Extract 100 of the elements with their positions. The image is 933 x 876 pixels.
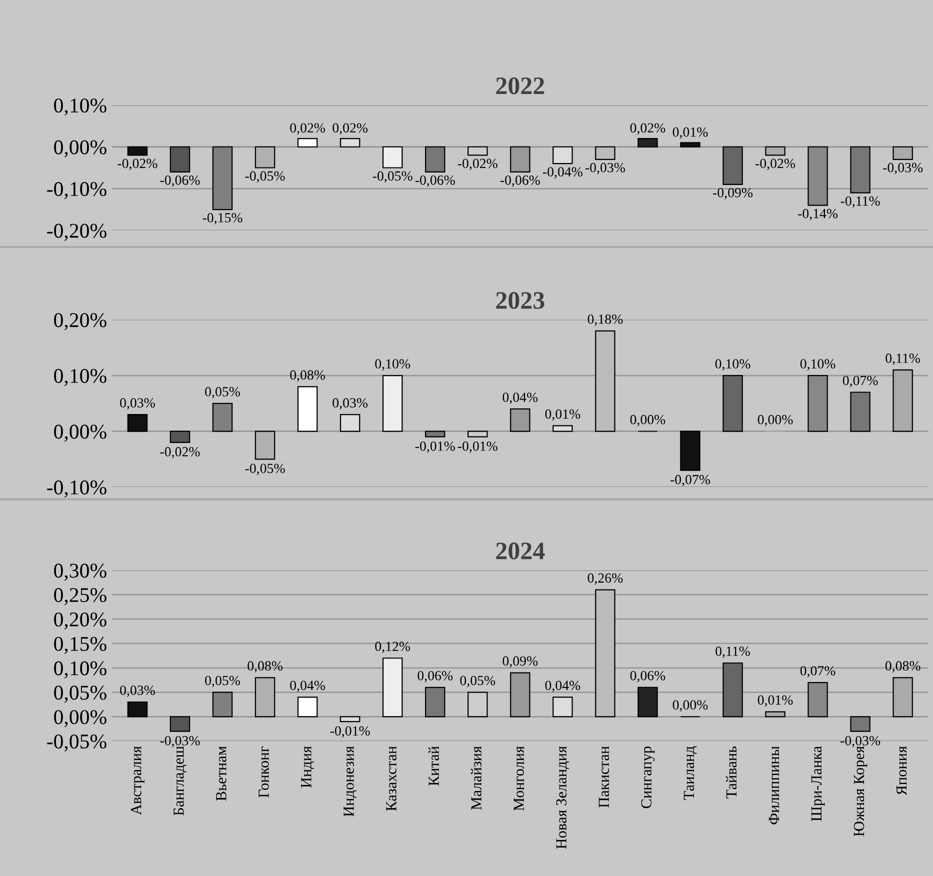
data-label: -0,01% [415, 441, 455, 453]
data-label: -0,11% [840, 196, 880, 208]
y-tick-label: -0,20% [47, 224, 106, 241]
bar [850, 146, 870, 194]
data-label: 0,01% [672, 127, 708, 139]
y-tick-label: 0,20% [54, 313, 106, 330]
bar [892, 146, 913, 160]
bar [340, 414, 360, 432]
data-label: -0,03% [840, 736, 880, 748]
bar [382, 374, 403, 432]
x-tick-label: Австралия [131, 746, 144, 815]
data-label: 0,08% [290, 370, 326, 382]
bar [765, 711, 786, 718]
data-label: -0,05% [372, 171, 412, 183]
x-tick-label: Вьетнам [216, 746, 226, 801]
data-label: -0,03% [585, 162, 625, 174]
y-tick-label: 0,00% [54, 424, 106, 442]
data-label: -0,01% [458, 441, 498, 453]
data-label: 0,00% [672, 700, 708, 712]
data-label: 0,11% [886, 354, 920, 365]
bar [638, 686, 658, 718]
data-label: 0,10% [800, 359, 836, 371]
y-tick-label: 0,20% [54, 612, 106, 630]
bar [212, 692, 233, 718]
bar [127, 701, 148, 718]
bar [254, 677, 276, 718]
bar [340, 716, 360, 722]
data-label: 0,05% [460, 676, 496, 688]
bar [722, 662, 743, 718]
data-label: 0,10% [715, 359, 750, 371]
bar [765, 146, 786, 156]
data-label: 0,08% [885, 661, 920, 673]
data-label: -0,02% [458, 158, 498, 170]
bar [850, 716, 870, 732]
bar [212, 402, 233, 432]
data-label: -0,06% [500, 175, 540, 187]
bar [424, 430, 446, 438]
chart-title: 2023 [496, 292, 544, 309]
y-tick-label: 0,10% [54, 661, 106, 678]
y-tick-label: 0,10% [54, 98, 106, 116]
x-tick-label: Гонконг [258, 746, 269, 798]
data-label: 0,04% [290, 680, 326, 692]
data-label: 0,05% [205, 676, 240, 688]
bar [297, 138, 318, 148]
data-label: 0,05% [205, 387, 240, 398]
bar [808, 682, 828, 718]
data-label: 0,12% [375, 642, 410, 654]
x-tick-label: Новая Зеландия [556, 746, 570, 849]
x-tick-label: Сингапур [641, 746, 655, 808]
bar [170, 716, 190, 732]
bar [424, 686, 446, 718]
data-label: 0,10% [375, 359, 410, 371]
data-label: 0,03% [120, 398, 155, 410]
data-label: -0,15% [202, 213, 242, 224]
bar [340, 138, 360, 148]
bar [595, 146, 616, 160]
bar [382, 146, 403, 168]
x-tick-label: Шри-Ланка [811, 746, 825, 822]
bar [808, 374, 828, 432]
bar [127, 414, 148, 432]
data-label: 0,08% [248, 661, 282, 673]
data-label: 0,04% [545, 680, 580, 692]
data-label: -0,05% [245, 171, 285, 183]
data-label: -0,02% [118, 158, 158, 170]
bar [170, 146, 190, 172]
data-label: 0,03% [332, 398, 368, 410]
data-label: -0,06% [415, 175, 455, 187]
data-label: -0,14% [798, 208, 838, 220]
data-label: 0,02% [630, 123, 666, 135]
data-label: 0,01% [758, 695, 793, 707]
bar [638, 138, 658, 148]
data-label: 0,00% [630, 414, 666, 426]
data-label: 0,09% [502, 656, 538, 668]
bar [680, 142, 700, 148]
x-tick-label: Китай [428, 746, 439, 786]
bar [254, 146, 276, 168]
bar [297, 386, 318, 432]
data-label: 0,02% [332, 123, 368, 135]
data-label: 0,18% [588, 314, 623, 326]
data-label: 0,06% [630, 670, 666, 682]
data-label: 0,26% [588, 573, 623, 585]
data-label: -0,01% [330, 726, 370, 738]
x-tick-label: Монголия [514, 746, 524, 811]
bar [595, 330, 616, 432]
bar [424, 146, 446, 172]
chart-title: 2024 [496, 542, 545, 560]
bar [297, 696, 318, 718]
bar [212, 146, 233, 210]
bar [552, 696, 573, 718]
x-tick-label: Южная Корея [854, 746, 868, 836]
x-tick-label: Таиланд [684, 746, 697, 800]
bar [892, 369, 913, 432]
data-label: -0,05% [245, 464, 285, 476]
bar [552, 146, 573, 164]
x-tick-label: Пакистан [598, 746, 610, 808]
data-label: -0,07% [670, 474, 710, 486]
y-tick-label: -0,10% [47, 182, 106, 200]
x-tick-label: Бангладеш [174, 746, 187, 816]
data-label: -0,02% [160, 447, 200, 458]
data-label: -0,04% [542, 167, 582, 178]
